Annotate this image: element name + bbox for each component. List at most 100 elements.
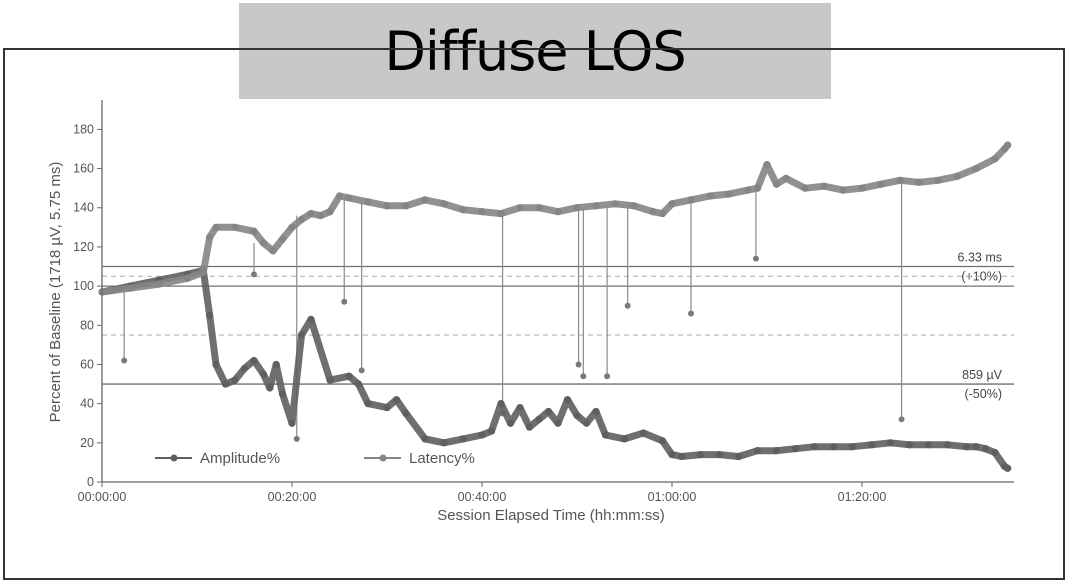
amplitude-point bbox=[259, 370, 268, 378]
latency-point bbox=[649, 208, 657, 216]
latency-point bbox=[297, 215, 306, 224]
amplitude-point bbox=[364, 400, 372, 408]
spike-point bbox=[341, 298, 348, 305]
x-tick-label: 00:00:00 bbox=[78, 490, 127, 504]
spike-point bbox=[898, 416, 905, 423]
amplitude-point bbox=[506, 419, 515, 427]
amplitude-point bbox=[544, 407, 553, 416]
latency-point bbox=[820, 182, 828, 190]
y-tick-label: 100 bbox=[73, 279, 94, 293]
latency-point bbox=[554, 208, 562, 216]
amplitude-point bbox=[677, 452, 686, 461]
y-tick-label: 120 bbox=[73, 240, 94, 254]
legend-amplitude-marker bbox=[170, 454, 178, 462]
reference-sublabel: (+10%) bbox=[961, 270, 1002, 284]
spike-point bbox=[624, 302, 631, 309]
latency-point bbox=[772, 180, 781, 188]
amplitude-point bbox=[354, 380, 363, 388]
latency-point bbox=[269, 247, 277, 255]
latency-point bbox=[573, 204, 581, 212]
latency-point bbox=[231, 223, 239, 231]
amplitude-point bbox=[734, 452, 743, 461]
latency-point bbox=[326, 208, 334, 216]
latency-point bbox=[345, 194, 353, 202]
amplitude-point bbox=[981, 445, 990, 453]
latency-point bbox=[402, 202, 410, 210]
chart-title: Diffuse LOS bbox=[384, 19, 686, 83]
latency-point bbox=[535, 204, 543, 212]
latency-point bbox=[459, 206, 467, 214]
legend: Amplitude% Latency% bbox=[155, 450, 475, 467]
amplitude-point bbox=[288, 419, 296, 427]
amplitude-point bbox=[991, 449, 999, 457]
latency-point bbox=[744, 186, 752, 194]
amplitude-point bbox=[554, 419, 562, 427]
series-layer bbox=[98, 141, 1012, 472]
latency-point bbox=[991, 155, 999, 163]
latency-point bbox=[782, 174, 790, 182]
amplitude-point bbox=[459, 435, 467, 443]
amplitude-point bbox=[345, 372, 353, 380]
reference-label: 859 µV bbox=[962, 368, 1003, 382]
latency-point bbox=[592, 202, 600, 210]
amplitude-point bbox=[497, 400, 505, 408]
spike-point bbox=[575, 361, 582, 368]
amplitude-point bbox=[392, 396, 401, 404]
latency-point bbox=[611, 200, 619, 208]
latency-point bbox=[421, 196, 429, 204]
amplitude-point bbox=[696, 450, 705, 459]
reference-label: 6.33 ms bbox=[958, 251, 1002, 265]
y-tick-label: 80 bbox=[80, 318, 94, 332]
latency-point bbox=[953, 172, 961, 180]
amplitude-point bbox=[266, 384, 274, 392]
amplitude-point bbox=[250, 356, 258, 365]
latency-point bbox=[972, 164, 980, 173]
latency-series-line bbox=[98, 141, 1012, 296]
spike-point bbox=[752, 255, 759, 262]
amplitude-point bbox=[886, 439, 895, 447]
y-tick-label: 180 bbox=[73, 122, 94, 136]
x-tick-label: 01:20:00 bbox=[838, 490, 887, 504]
amplitude-point bbox=[563, 396, 572, 404]
latency-point bbox=[877, 180, 885, 188]
x-axis-label: Session Elapsed Time (hh:mm:ss) bbox=[437, 507, 665, 524]
spike-point bbox=[293, 435, 300, 442]
latency-point bbox=[516, 204, 524, 212]
amplitude-point bbox=[829, 443, 838, 451]
spike-point bbox=[358, 367, 365, 374]
legend-latency-marker bbox=[379, 454, 387, 462]
amplitude-point bbox=[658, 437, 667, 445]
amplitude-point bbox=[478, 431, 486, 439]
amplitude-point bbox=[487, 427, 496, 435]
latency-point bbox=[212, 223, 220, 231]
latency-point bbox=[440, 200, 448, 208]
spike-point bbox=[580, 373, 587, 380]
latency-point bbox=[839, 186, 847, 194]
amplitude-point bbox=[297, 331, 306, 339]
amplitude-point bbox=[848, 443, 857, 451]
latency-point bbox=[706, 192, 714, 200]
amplitude-point bbox=[1004, 464, 1012, 472]
x-tick-label: 00:20:00 bbox=[268, 490, 317, 504]
amplitude-point bbox=[440, 439, 448, 447]
amplitude-point bbox=[592, 407, 600, 416]
amplitude-point bbox=[620, 435, 629, 443]
latency-point bbox=[126, 284, 135, 292]
reference-lines: 6.33 ms (+10%) 859 µV (-50%) bbox=[102, 251, 1014, 401]
latency-point bbox=[364, 198, 372, 206]
latency-point bbox=[725, 190, 733, 198]
latency-point bbox=[915, 178, 923, 186]
amplitude-point bbox=[421, 435, 429, 443]
amplitude-point bbox=[221, 380, 230, 388]
latency-point bbox=[896, 176, 904, 184]
latency-point bbox=[687, 196, 695, 204]
amplitude-point bbox=[383, 403, 391, 412]
y-tick-label: 60 bbox=[80, 357, 94, 371]
latency-point bbox=[199, 268, 207, 276]
latency-point bbox=[316, 211, 325, 220]
latency-point bbox=[155, 280, 163, 288]
chart-title-banner: Diffuse LOS bbox=[239, 3, 831, 99]
spike-point bbox=[688, 310, 694, 317]
amplitude-series-line bbox=[98, 266, 1012, 472]
